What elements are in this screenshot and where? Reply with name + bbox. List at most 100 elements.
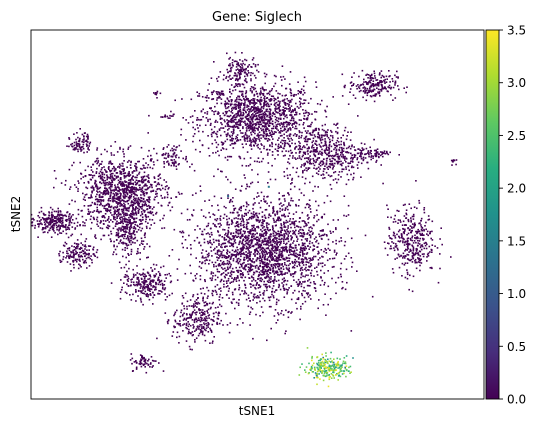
scatter-point (232, 238, 234, 240)
scatter-point (252, 253, 255, 255)
scatter-point (227, 272, 229, 274)
scatter-point (248, 113, 250, 115)
scatter-point (405, 243, 408, 245)
scatter-point (274, 108, 276, 110)
scatter-point (220, 127, 222, 129)
scatter-point (419, 269, 421, 272)
scatter-point (268, 285, 271, 287)
scatter-point (309, 285, 311, 287)
scatter-point (337, 219, 339, 221)
scatter-point (237, 229, 240, 231)
scatter-point (387, 242, 389, 244)
scatter-point (180, 134, 182, 136)
scatter-point (99, 227, 102, 229)
scatter-point (212, 238, 215, 241)
scatter-point (263, 114, 266, 116)
scatter-point (210, 128, 213, 131)
scatter-point (225, 232, 227, 235)
scatter-point (247, 165, 250, 167)
scatter-point (289, 246, 292, 248)
scatter-point (298, 290, 300, 293)
scatter-point (229, 139, 232, 141)
scatter-point (289, 273, 292, 275)
scatter-point (265, 118, 268, 121)
scatter-point (422, 239, 424, 241)
scatter-point (329, 140, 331, 143)
scatter-point (216, 218, 219, 220)
scatter-point (229, 136, 231, 138)
scatter-point (243, 232, 246, 235)
scatter-point (217, 231, 220, 233)
scatter-point (273, 230, 276, 233)
scatter-point (298, 140, 300, 143)
scatter-point (80, 177, 82, 180)
scatter-point (258, 291, 261, 293)
scatter-point (239, 110, 242, 113)
scatter-point (278, 238, 280, 240)
scatter-point (284, 121, 286, 124)
scatter-point (397, 77, 399, 79)
scatter-point (363, 78, 365, 81)
scatter-point (254, 254, 256, 256)
scatter-point (414, 224, 416, 226)
scatter-point (245, 143, 247, 145)
scatter-point (246, 185, 249, 188)
scatter-point (237, 302, 240, 305)
scatter-point (248, 267, 251, 269)
scatter-point (358, 86, 360, 88)
scatter-point (161, 227, 163, 230)
scatter-point (213, 264, 215, 266)
scatter-point (218, 271, 221, 273)
scatter-point (239, 102, 241, 105)
scatter-point (264, 232, 266, 234)
scatter-point (241, 234, 243, 237)
scatter-point (291, 98, 293, 101)
scatter-point (365, 153, 367, 155)
scatter-point (272, 127, 275, 130)
scatter-point (298, 221, 301, 223)
scatter-point (260, 235, 262, 237)
scatter-point (254, 65, 257, 68)
scatter-point (421, 227, 424, 229)
scatter-point (375, 152, 378, 154)
scatter-point (281, 237, 283, 240)
scatter-point (222, 228, 224, 231)
scatter-point (269, 296, 272, 298)
scatter-point (242, 90, 244, 93)
scatter-point (318, 152, 320, 154)
scatter-point (214, 247, 216, 250)
scatter-point (370, 95, 373, 98)
scatter-point (375, 149, 377, 152)
scatter-point (311, 134, 313, 136)
scatter-point (257, 181, 259, 183)
scatter-point (259, 101, 261, 103)
scatter-point (300, 305, 302, 308)
scatter-point (148, 186, 151, 188)
scatter-point (229, 211, 232, 214)
scatter-point (290, 274, 292, 277)
scatter-point (408, 203, 411, 205)
scatter-point (368, 155, 370, 158)
scatter-point (159, 173, 161, 176)
scatter-point (115, 210, 118, 213)
scatter-point (153, 177, 156, 179)
scatter-point (279, 207, 281, 210)
scatter-point (388, 226, 390, 229)
scatter-point (326, 195, 329, 197)
scatter-point (318, 157, 320, 159)
scatter-point (317, 186, 319, 188)
scatter-point (265, 134, 267, 136)
scatter-point (264, 258, 266, 261)
scatter-point (155, 213, 157, 215)
scatter-point (273, 291, 276, 293)
scatter-point (322, 162, 325, 164)
scatter-point (276, 111, 278, 114)
scatter-point (297, 297, 300, 299)
scatter-point (293, 249, 296, 252)
scatter-point (364, 92, 366, 94)
scatter-point (259, 237, 262, 239)
scatter-point (376, 151, 379, 154)
scatter-point (172, 113, 175, 116)
scatter-point (343, 258, 346, 260)
scatter-point (384, 152, 387, 155)
